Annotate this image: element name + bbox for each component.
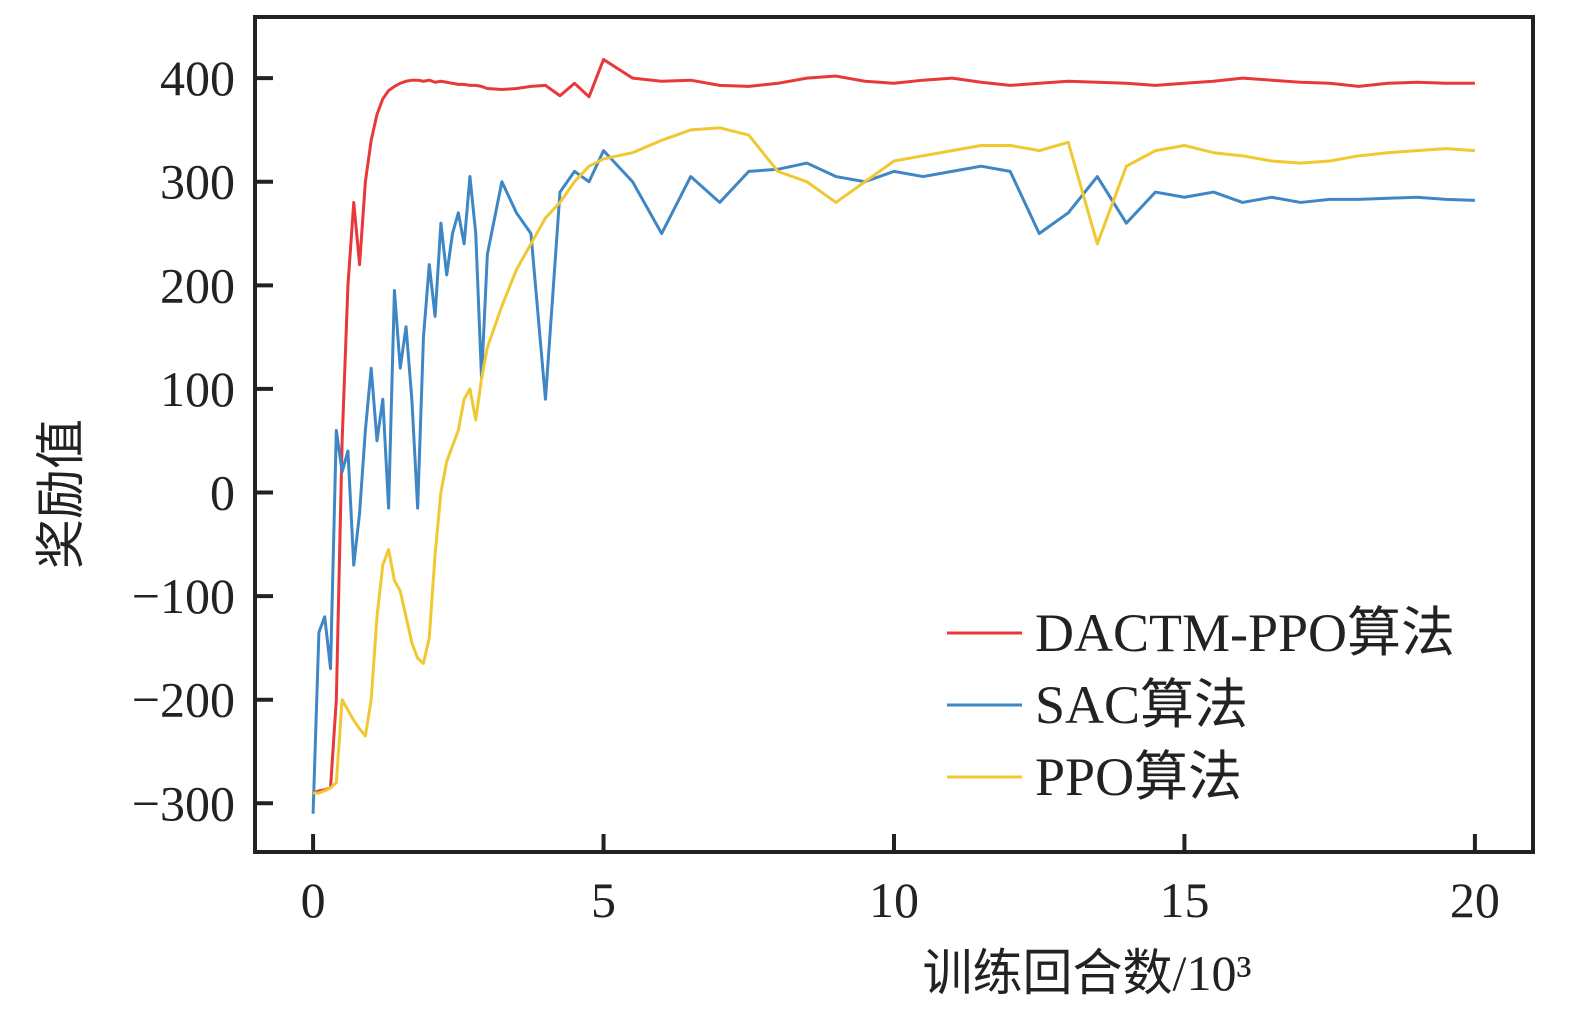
y-tick-label: −300 — [132, 775, 235, 831]
y-tick-label: 0 — [210, 465, 235, 521]
series-line — [311, 149, 1475, 814]
y-tick-label: 200 — [160, 257, 235, 313]
x-tick-label: 10 — [869, 872, 919, 928]
y-tick-label: 300 — [160, 154, 235, 210]
y-tick-label: −100 — [132, 568, 235, 624]
y-tick-label: −200 — [132, 672, 235, 728]
x-axis-label: 训练回合数/10³ — [923, 945, 1252, 1001]
x-tick-label: 0 — [301, 872, 326, 928]
legend-label: DACTM-PPO算法 — [1035, 603, 1455, 663]
plot-frame — [253, 15, 1535, 854]
y-tick-label: 100 — [160, 361, 235, 417]
legend-label: SAC算法 — [1035, 675, 1248, 735]
x-tick-label: 5 — [591, 872, 616, 928]
y-tick-label: 400 — [160, 50, 235, 106]
series-line — [312, 57, 1475, 795]
y-axis-label: 奖励值 — [33, 419, 89, 569]
x-tick-label: 20 — [1450, 872, 1500, 928]
x-tick-label: 15 — [1159, 872, 1209, 928]
series-line — [313, 126, 1476, 795]
legend-label: PPO算法 — [1035, 747, 1242, 807]
